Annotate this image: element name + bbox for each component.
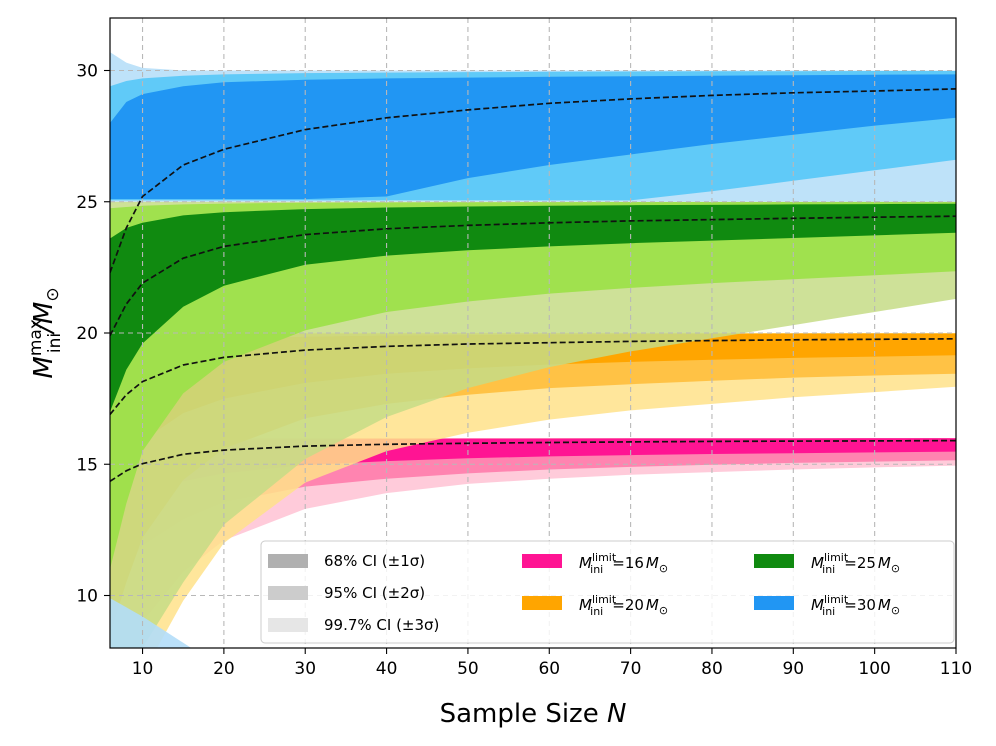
- legend-limit-25-main: M: [811, 554, 824, 572]
- legend-swatch-ci68: [268, 554, 308, 568]
- legend-swatch-limit-25: [754, 554, 794, 568]
- x-tick-label-10: 10: [132, 659, 154, 679]
- legend-limit-30-sup: limit: [824, 593, 849, 606]
- legend-swatch-limit-30: [754, 596, 794, 610]
- legend-label-limit-25: Mlimit ini =25 M⊙: [811, 551, 900, 576]
- legend-swatch-ci95: [268, 586, 308, 600]
- band-3sigma-tail-limit-30: [110, 598, 192, 648]
- legend-limit-25-value: =25: [844, 554, 876, 572]
- y-label-divider-sub: ⊙: [43, 287, 63, 301]
- median-line-limit-20: [110, 337, 956, 415]
- legend-limit-16-value: =16: [612, 554, 644, 572]
- svg-text:Mmaxini/M⊙: Mmaxini/M⊙: [26, 287, 65, 378]
- median-lines: [110, 88, 956, 483]
- legend-label-ci997: 99.7% CI (±3σ): [324, 616, 439, 634]
- legend-limit-20-sup: limit: [592, 593, 617, 606]
- legend-limit-30-value: =30: [844, 596, 876, 614]
- legend-limit-30-sub: ini: [822, 605, 835, 618]
- x-tick-label-60: 60: [538, 659, 560, 679]
- x-axis-ticks: 10 20 30 40 50 60 70 80 90 100 110: [132, 648, 972, 679]
- x-tick-label-30: 30: [294, 659, 316, 679]
- legend-limit-16-unit-sub: ⊙: [659, 562, 668, 575]
- legend-limit-20-main: M: [579, 596, 592, 614]
- legend-limit-20-unit: M: [646, 596, 659, 614]
- legend-limit-20-sub: ini: [590, 605, 603, 618]
- legend-limit-30-unit-sub: ⊙: [891, 604, 900, 617]
- legend-limit-16-unit: M: [646, 554, 659, 572]
- x-tick-label-80: 80: [701, 659, 723, 679]
- legend-limit-16-main: M: [579, 554, 592, 572]
- band-2sigma-limit-25: [110, 201, 956, 570]
- y-tick-label-10: 10: [76, 587, 98, 607]
- legend-swatch-limit-20: [522, 596, 562, 610]
- x-axis-label: Sample Size N: [440, 699, 627, 729]
- band-3sigma-limit-16: [110, 438, 956, 648]
- x-tick-label-70: 70: [620, 659, 642, 679]
- x-tick-label-100: 100: [858, 659, 890, 679]
- y-tick-label-20: 20: [76, 324, 98, 344]
- x-tick-label-20: 20: [213, 659, 235, 679]
- y-axis-label: Mmaxini/M⊙: [26, 287, 65, 378]
- x-tick-label-50: 50: [457, 659, 479, 679]
- x-tick-label-110: 110: [940, 659, 972, 679]
- y-tick-label-15: 15: [76, 455, 98, 475]
- legend-swatch-ci997: [268, 618, 308, 632]
- x-tick-label-90: 90: [782, 659, 804, 679]
- x-axis-label-var: N: [607, 699, 626, 729]
- x-axis-label-text: Sample Size: [440, 699, 607, 729]
- legend-limit-16-sup: limit: [592, 551, 617, 564]
- y-tick-label-30: 30: [76, 62, 98, 82]
- legend-label-limit-16: Mlimit ini =16 M⊙: [579, 551, 668, 576]
- median-line-limit-30: [110, 88, 956, 273]
- legend-label-ci68: 68% CI (±1σ): [324, 552, 425, 570]
- band-1sigma-limit-30: [110, 74, 956, 200]
- legend-swatch-limit-16: [522, 554, 562, 568]
- band-1sigma-limit-25: [110, 203, 956, 412]
- legend-limit-25-unit: M: [878, 554, 891, 572]
- median-line-limit-16: [110, 439, 956, 483]
- y-label-sup: max: [26, 319, 46, 356]
- y-label-sub: ini: [45, 333, 65, 353]
- y-label-main: M: [29, 356, 59, 378]
- legend-limit-16-sub: ini: [590, 563, 603, 576]
- legend-label-ci95: 95% CI (±2σ): [324, 584, 425, 602]
- legend-limit-25-sup: limit: [824, 551, 849, 564]
- legend-limit-30-main: M: [811, 596, 824, 614]
- median-line-limit-25: [110, 215, 956, 336]
- legend-limit-30-unit: M: [878, 596, 891, 614]
- legend-limit-20-value: =20: [612, 596, 644, 614]
- band-2sigma-limit-16: [110, 438, 956, 596]
- y-tick-label-25: 25: [76, 193, 98, 213]
- y-label-divider: /M: [29, 302, 59, 335]
- legend-limit-20-unit-sub: ⊙: [659, 604, 668, 617]
- legend-label-limit-30: Mlimit ini =30 M⊙: [811, 593, 900, 618]
- legend: 68% CI (±1σ) 95% CI (±2σ) 99.7% CI (±3σ)…: [260, 540, 955, 644]
- legend-label-limit-20: Mlimit ini =20 M⊙: [579, 593, 668, 618]
- y-axis-ticks: 10 15 20 25 30: [76, 62, 110, 607]
- confidence-bands: [110, 52, 956, 648]
- legend-limit-25-sub: ini: [822, 563, 835, 576]
- x-tick-label-40: 40: [376, 659, 398, 679]
- legend-limit-25-unit-sub: ⊙: [891, 562, 900, 575]
